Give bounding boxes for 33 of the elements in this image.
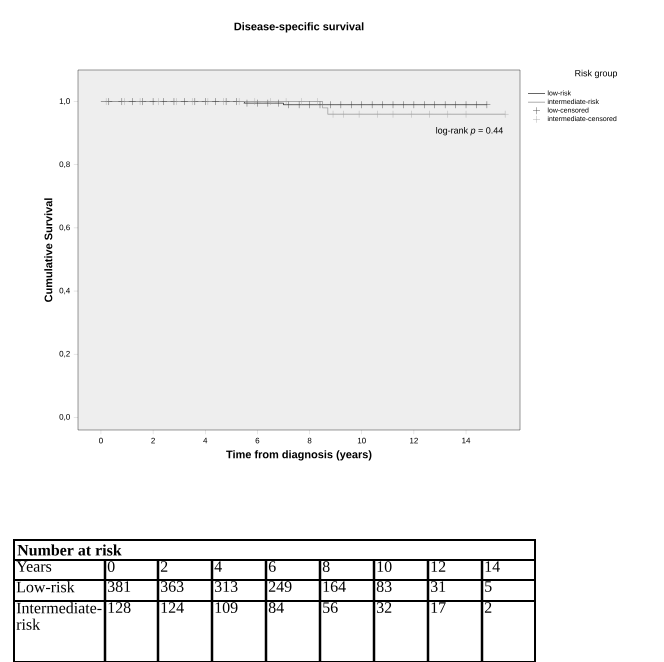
text: 84 bbox=[268, 602, 284, 613]
text: 381 bbox=[108, 581, 130, 592]
text: 8 bbox=[322, 561, 330, 572]
text: 0 bbox=[108, 561, 115, 572]
text: 56 bbox=[323, 602, 338, 613]
text: 31 bbox=[430, 581, 446, 592]
text: 363 bbox=[160, 581, 184, 592]
text: 313 bbox=[214, 581, 238, 592]
y-axis-title: Cumulative Survival bbox=[44, 198, 52, 302]
x-axis-title: Time from diagnosis (years) bbox=[226, 450, 372, 461]
text: 5 bbox=[485, 581, 492, 592]
text: 10 bbox=[378, 561, 392, 572]
text: 14 bbox=[486, 561, 500, 572]
text: 2 bbox=[160, 561, 168, 572]
text: 6 bbox=[268, 561, 276, 572]
text: 109 bbox=[216, 602, 238, 613]
text: 124 bbox=[162, 602, 184, 613]
chart-title: Disease-specific survival bbox=[234, 22, 364, 32]
text: 4 bbox=[214, 561, 222, 572]
text: Years bbox=[16, 561, 52, 572]
text: 12 bbox=[432, 561, 446, 572]
annotation: log-rank p = 0.44 bbox=[436, 127, 503, 136]
text: 164 bbox=[324, 581, 346, 592]
text: Number at risk bbox=[17, 544, 122, 556]
text: 17 bbox=[432, 602, 446, 613]
text: Intermediate-risk bbox=[16, 602, 102, 630]
text: 128 bbox=[108, 602, 130, 613]
text: 83 bbox=[376, 581, 392, 592]
text: 32 bbox=[376, 602, 392, 613]
text: 2 bbox=[484, 602, 492, 613]
text: Low-risk bbox=[16, 581, 75, 592]
text: 249 bbox=[268, 581, 292, 592]
legend-title: Risk group bbox=[575, 70, 618, 78]
